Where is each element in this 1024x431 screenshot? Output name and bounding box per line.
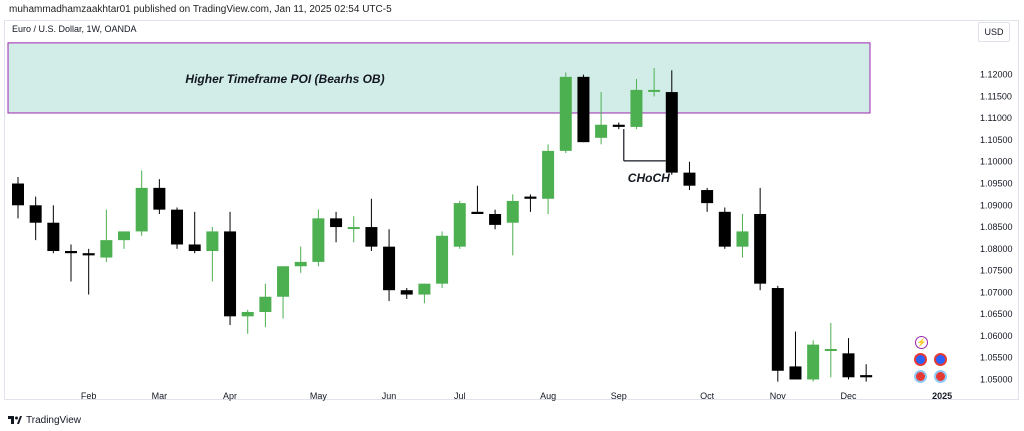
candle-body-bearish	[12, 184, 24, 206]
x-tick-label: Mar	[152, 391, 168, 401]
y-tick-label: 1.09000	[980, 200, 1013, 210]
y-tick-label: 1.08000	[980, 244, 1013, 254]
candle-body-bearish	[489, 214, 501, 225]
candle-body-bearish	[171, 210, 183, 245]
y-tick-label: 1.12000	[980, 70, 1013, 80]
footer-brand-label: TradingView	[26, 415, 81, 426]
candle-body-bullish	[595, 125, 607, 138]
candle-body-bearish	[683, 173, 695, 186]
y-tick-label: 1.11500	[980, 91, 1012, 101]
x-tick-label: Aug	[540, 391, 556, 401]
y-tick-label: 1.11000	[980, 113, 1012, 123]
candle-body-bearish	[577, 77, 589, 142]
candle-body-bearish	[153, 188, 165, 210]
eu-flag-event-icon[interactable]	[914, 353, 927, 366]
y-tick-label: 1.08500	[980, 222, 1013, 232]
candle-body-bearish	[471, 212, 483, 214]
candle-body-bearish	[666, 92, 678, 173]
symbol-title[interactable]: Euro / U.S. Dollar, 1W, OANDA	[12, 24, 137, 34]
candle-body-bearish	[189, 244, 201, 251]
candle-body-bullish	[118, 231, 130, 240]
lightning-event-icon[interactable]: ⚡	[915, 336, 928, 349]
candle-body-bullish	[242, 312, 254, 316]
us-flag-event-icon[interactable]	[914, 370, 927, 383]
eu-flag-event-icon[interactable]	[934, 353, 947, 366]
tradingview-logo-icon	[8, 415, 22, 425]
currency-button[interactable]: USD	[978, 22, 1010, 42]
candle-body-bearish	[83, 253, 95, 255]
poi-label: Higher Timeframe POI (Bearhs OB)	[185, 72, 384, 86]
footer-brand[interactable]: TradingView	[8, 412, 81, 428]
x-tick-label: Oct	[700, 391, 715, 401]
candle-body-bearish	[860, 375, 872, 377]
y-tick-label: 1.10500	[980, 135, 1013, 145]
candle-body-bearish	[47, 223, 59, 251]
y-tick-label: 1.10000	[980, 157, 1013, 167]
candle-body-bullish	[630, 90, 642, 127]
y-tick-label: 1.06000	[980, 331, 1013, 341]
choch-label: CHoCH	[628, 171, 670, 185]
x-tick-label: Dec	[840, 391, 857, 401]
candle-body-bullish	[348, 227, 360, 229]
candle-body-bearish	[701, 190, 713, 203]
candle-body-bullish	[277, 266, 289, 296]
candle-body-bullish	[825, 349, 837, 351]
candle-body-bearish	[524, 197, 536, 199]
x-tick-label: Jul	[454, 391, 466, 401]
candle-body-bearish	[842, 353, 854, 377]
x-tick-label: Feb	[81, 391, 97, 401]
candle-body-bullish	[542, 151, 554, 199]
x-tick-label: May	[310, 391, 328, 401]
candle-body-bullish	[100, 240, 112, 257]
candle-body-bullish	[454, 203, 466, 247]
candle-body-bearish	[65, 251, 77, 253]
candle-body-bullish	[259, 297, 271, 312]
x-tick-label: Jun	[382, 391, 397, 401]
candle-body-bullish	[436, 236, 448, 284]
us-flag-event-icon[interactable]	[934, 370, 947, 383]
candle-body-bearish	[365, 227, 377, 247]
candle-body-bearish	[772, 288, 784, 371]
x-tick-label: Nov	[770, 391, 787, 401]
candle-body-bearish	[754, 214, 766, 284]
x-tick-label: Sep	[611, 391, 627, 401]
poi-zone	[8, 43, 870, 113]
x-tick-label: 2025	[932, 391, 952, 401]
y-tick-label: 1.06500	[980, 309, 1013, 319]
y-tick-label: 1.09500	[980, 179, 1013, 189]
x-tick-label: Apr	[223, 391, 237, 401]
y-tick-label: 1.05500	[980, 353, 1013, 363]
candle-body-bearish	[401, 290, 413, 294]
candle-body-bullish	[807, 345, 819, 380]
candle-body-bullish	[648, 90, 660, 92]
candle-body-bearish	[330, 218, 342, 227]
candle-body-bullish	[136, 188, 148, 232]
candle-body-bullish	[736, 231, 748, 246]
candle-body-bullish	[206, 231, 218, 251]
candle-body-bullish	[295, 262, 307, 266]
candle-body-bearish	[30, 205, 42, 222]
candle-body-bullish	[418, 284, 430, 295]
candle-body-bearish	[224, 231, 236, 316]
candle-body-bullish	[507, 201, 519, 223]
candle-body-bullish	[312, 218, 324, 262]
y-tick-label: 1.07500	[980, 266, 1013, 276]
candle-body-bearish	[789, 366, 801, 379]
candle-body-bearish	[383, 247, 395, 291]
candle-body-bearish	[613, 125, 625, 127]
candle-body-bearish	[719, 212, 731, 247]
candle-body-bullish	[560, 77, 572, 151]
y-tick-label: 1.07000	[980, 287, 1013, 297]
y-tick-label: 1.05000	[980, 374, 1013, 384]
